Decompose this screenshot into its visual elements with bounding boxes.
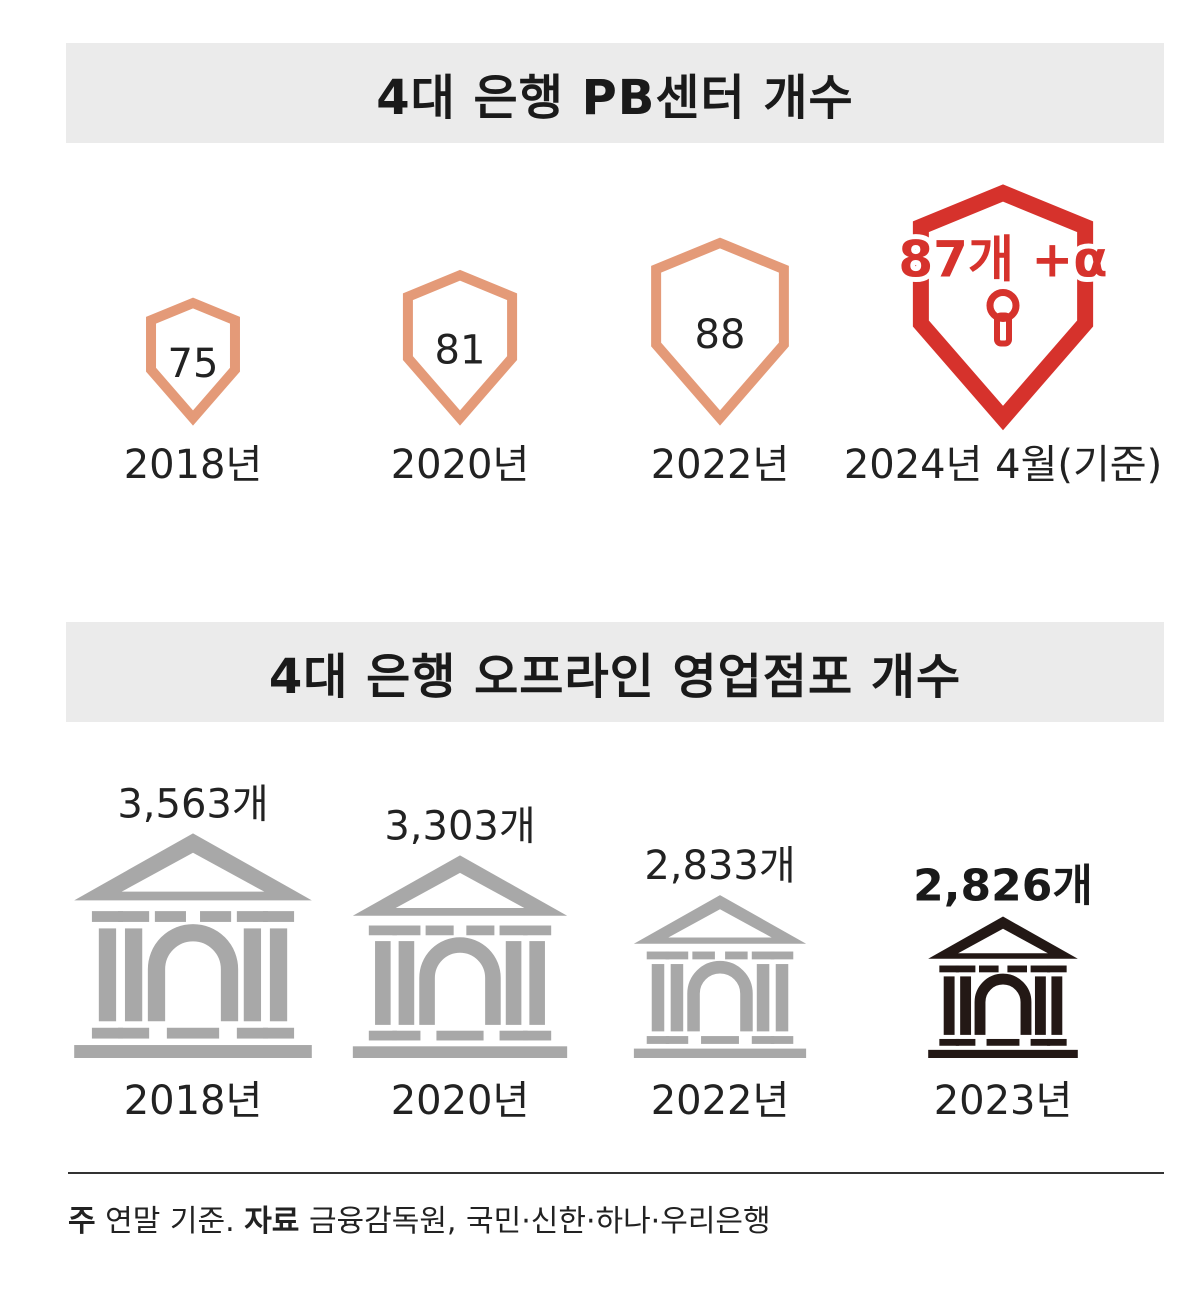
shield-icon [651,237,789,426]
branch-value-label: 2,826개 [913,861,1093,912]
bank-building-icon [633,895,807,1058]
pb-bar-1: 81 [402,269,518,426]
branch-title: 4대 은행 오프라인 영업점포 개수 [268,649,962,705]
pb-value-label: 87개 +α [898,230,1107,288]
branch-value-label: 3,563개 [117,781,268,827]
branch-title-bar: 4대 은행 오프라인 영업점포 개수 [66,622,1164,722]
keyhole-slot [994,312,1012,347]
branch-value-label: 2,833개 [644,843,795,889]
shield-icon [912,184,1094,431]
branch-chart: 3,563개 2018년 3,303개 2020년 2,833개 2022년 2,826개 2… [74,781,1093,1124]
pb-value-label: 88 [695,312,746,358]
branch-bar-2: 2,833개 [633,843,807,1058]
note-label: 주 [68,1204,96,1239]
branch-category-label: 2022년 [651,1078,790,1124]
pb-bar-0: 75 [146,297,240,426]
pb-center-title: 4대 은행 PB센터 개수 [376,70,854,126]
pb-bar-3: 87개 +α [893,184,1113,431]
pb-category-label: 2018년 [124,442,263,488]
pb-category-label: 2022년 [651,442,790,488]
pb-bar-2: 88 [651,237,789,426]
pb-category-label: 2024년 4월(기준) [844,442,1162,488]
branch-value-label: 3,303개 [384,803,535,849]
pb-center-title-bar: 4대 은행 PB센터 개수 [66,43,1164,143]
source-text: 금융감독원, 국민·신한·하나·우리은행 [308,1204,771,1239]
footer-note: 주 연말 기준. 자료 금융감독원, 국민·신한·하나·우리은행 [68,1196,771,1240]
pb-value-label: 75 [168,341,219,387]
source-label: 자료 [244,1204,300,1239]
shield-icon [146,297,240,426]
shield-icon [402,269,518,426]
pb-category-label: 2020년 [391,442,530,488]
pb-center-chart: 75 2018년 81 2020년 88 2022년 87개 +α 2024년 4월(기준) [124,184,1162,488]
branch-category-label: 2020년 [391,1078,530,1124]
bank-building-icon [352,855,568,1058]
branch-bar-0: 3,563개 [74,781,312,1058]
branch-bar-1: 3,303개 [352,803,568,1058]
note-text: 연말 기준. [105,1204,235,1239]
pb-value-label: 81 [435,328,486,374]
bank-building-icon [74,833,312,1058]
branch-bar-3: 2,826개 [913,861,1093,1058]
branch-category-label: 2023년 [934,1078,1073,1124]
branch-category-label: 2018년 [124,1078,263,1124]
footer-divider [68,1172,1164,1174]
bank-building-icon [928,916,1078,1058]
